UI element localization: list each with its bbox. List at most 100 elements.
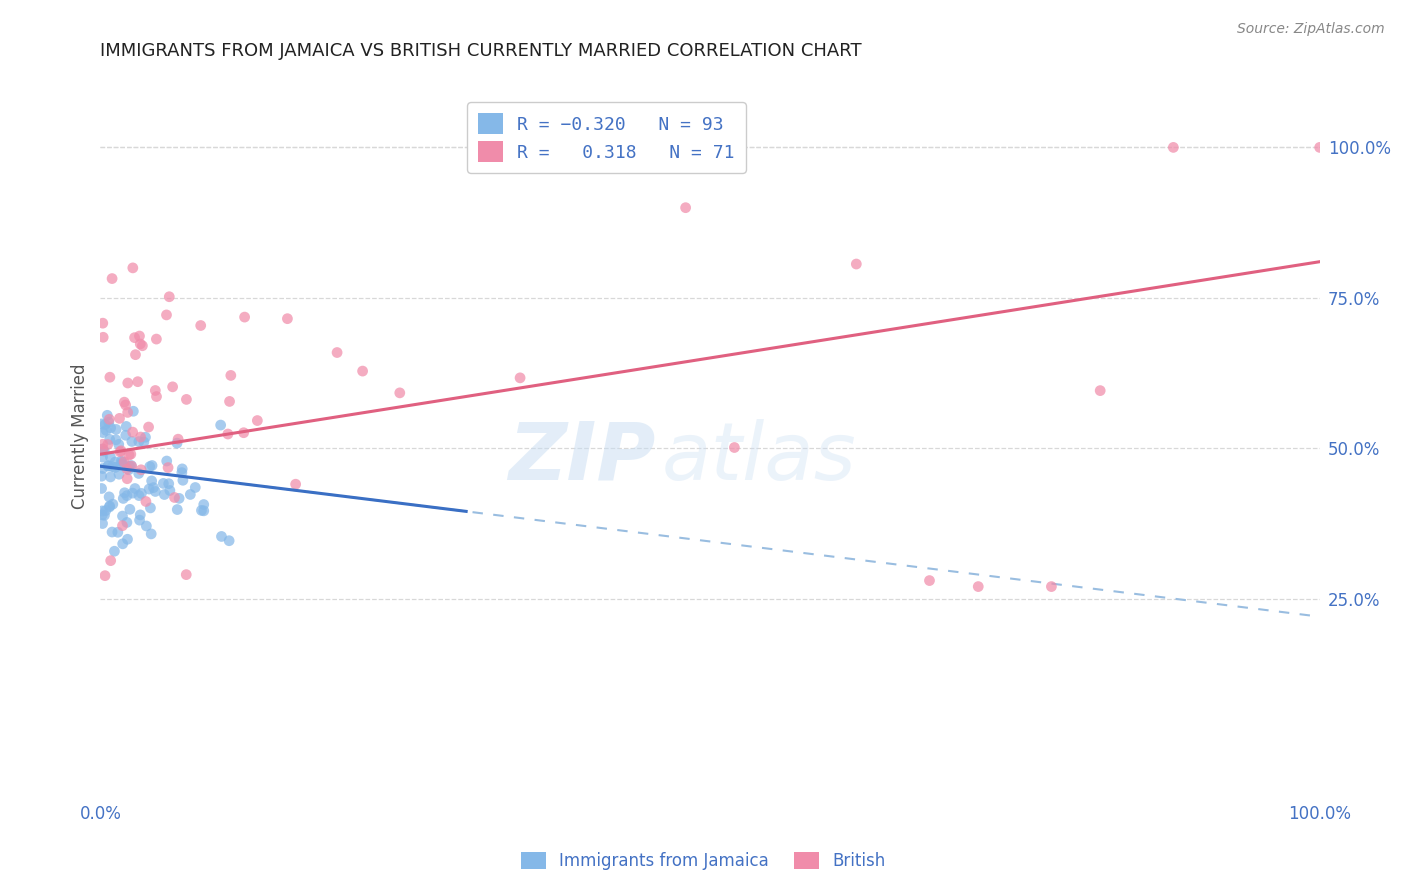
Point xyxy=(118,463,141,477)
Point xyxy=(94,568,117,582)
Point xyxy=(112,395,135,409)
Point xyxy=(118,459,141,474)
Point xyxy=(675,201,697,215)
Point xyxy=(112,491,135,506)
Point xyxy=(246,413,269,427)
Point xyxy=(94,423,117,437)
Point xyxy=(132,435,155,450)
Point xyxy=(156,454,179,468)
Point xyxy=(193,498,215,512)
Point xyxy=(115,489,138,503)
Point xyxy=(143,484,166,499)
Point xyxy=(90,469,112,483)
Point xyxy=(98,433,121,447)
Point xyxy=(157,290,180,304)
Point xyxy=(115,462,138,476)
Point xyxy=(114,485,136,500)
Point xyxy=(155,308,177,322)
Point xyxy=(118,448,141,462)
Point xyxy=(134,430,156,444)
Point xyxy=(145,332,167,346)
Point xyxy=(166,436,188,450)
Point xyxy=(124,331,146,345)
Point xyxy=(100,554,122,568)
Point xyxy=(124,348,146,362)
Text: Source: ZipAtlas.com: Source: ZipAtlas.com xyxy=(1237,22,1385,37)
Point xyxy=(218,533,240,548)
Point xyxy=(117,376,139,390)
Point xyxy=(104,460,127,475)
Point xyxy=(111,509,134,524)
Point xyxy=(141,474,163,488)
Point xyxy=(176,392,198,407)
Point xyxy=(172,473,194,487)
Point xyxy=(276,311,298,326)
Legend: R = −0.320   N = 93, R =   0.318   N = 71: R = −0.320 N = 93, R = 0.318 N = 71 xyxy=(467,103,745,173)
Point xyxy=(94,417,117,432)
Point xyxy=(108,445,131,459)
Point xyxy=(139,500,162,515)
Point xyxy=(101,459,124,474)
Point xyxy=(97,437,120,451)
Point xyxy=(967,580,990,594)
Point xyxy=(233,310,256,324)
Point xyxy=(845,257,868,271)
Point xyxy=(128,513,150,527)
Point xyxy=(97,458,120,473)
Point xyxy=(141,527,163,541)
Point xyxy=(118,502,141,516)
Text: ZIP: ZIP xyxy=(508,419,655,497)
Point xyxy=(232,425,254,440)
Point xyxy=(91,316,114,330)
Point xyxy=(138,420,160,434)
Point xyxy=(166,502,188,516)
Point xyxy=(127,375,149,389)
Point xyxy=(110,454,132,468)
Point xyxy=(129,430,152,444)
Point xyxy=(91,425,114,440)
Point xyxy=(91,508,114,522)
Point xyxy=(91,516,114,531)
Point xyxy=(128,434,150,449)
Point xyxy=(142,481,165,495)
Point xyxy=(111,457,134,471)
Point xyxy=(190,318,212,333)
Legend: Immigrants from Jamaica, British: Immigrants from Jamaica, British xyxy=(515,845,891,877)
Point xyxy=(96,409,118,423)
Point xyxy=(284,477,307,491)
Point xyxy=(107,437,129,451)
Point xyxy=(112,455,135,469)
Point xyxy=(91,442,114,456)
Point xyxy=(98,370,121,384)
Point xyxy=(129,508,152,522)
Point xyxy=(1088,384,1111,398)
Point xyxy=(104,433,127,447)
Point xyxy=(91,330,114,344)
Point xyxy=(218,394,240,409)
Point xyxy=(91,450,114,464)
Point xyxy=(159,483,181,498)
Point xyxy=(107,525,129,540)
Point xyxy=(1163,140,1185,154)
Point xyxy=(162,380,184,394)
Point xyxy=(104,455,127,469)
Point xyxy=(101,271,124,285)
Point xyxy=(163,491,186,505)
Point xyxy=(121,459,143,474)
Point xyxy=(167,432,190,446)
Point xyxy=(120,447,142,461)
Point xyxy=(121,260,143,275)
Point xyxy=(98,490,121,504)
Point xyxy=(111,455,134,469)
Point xyxy=(143,384,166,398)
Point xyxy=(131,339,153,353)
Point xyxy=(115,472,138,486)
Point xyxy=(128,467,150,481)
Point xyxy=(90,482,112,496)
Point xyxy=(111,518,134,533)
Point xyxy=(111,537,134,551)
Point xyxy=(131,486,153,500)
Point xyxy=(101,497,124,511)
Point xyxy=(90,417,112,431)
Point xyxy=(179,487,201,501)
